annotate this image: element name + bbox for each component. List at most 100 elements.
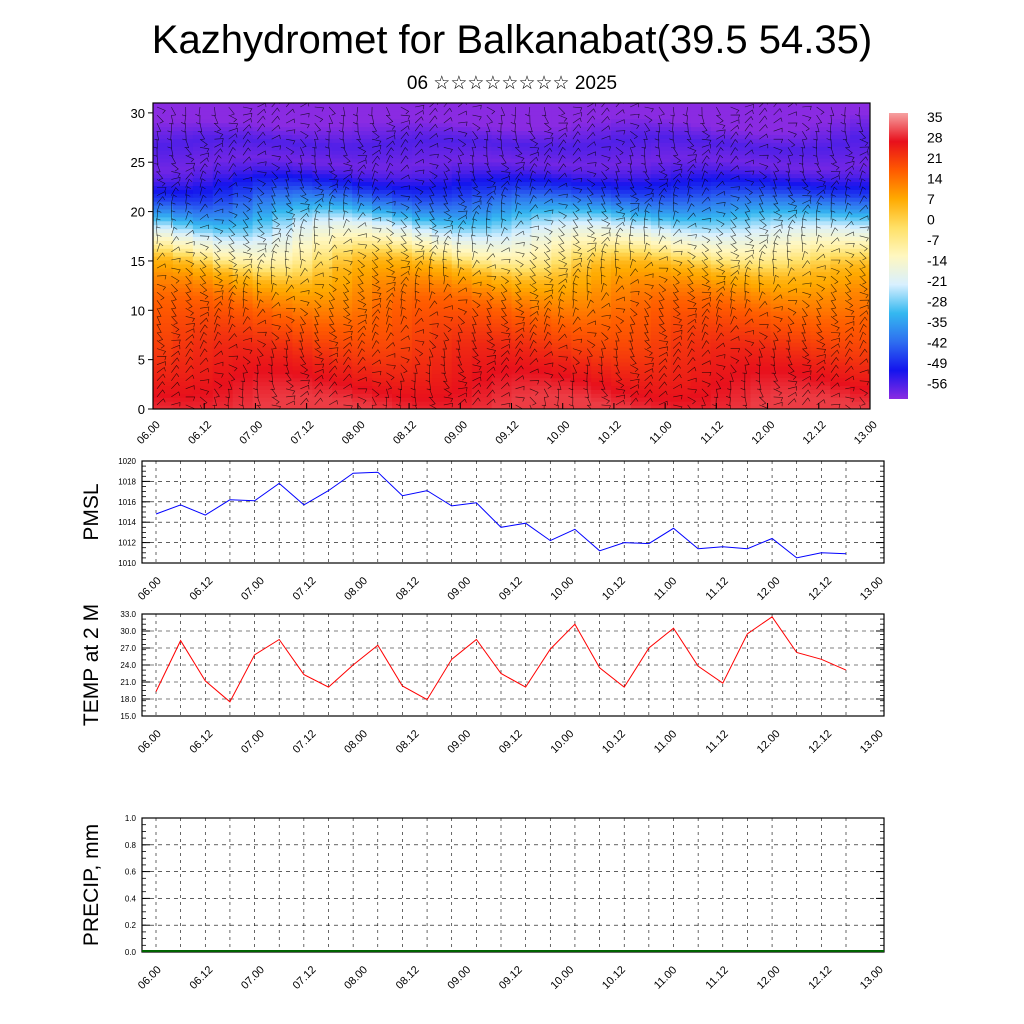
heat-cell — [591, 267, 612, 273]
heat-cell — [192, 212, 214, 218]
heat-cell — [272, 369, 294, 375]
wind-barb — [759, 234, 769, 239]
wind-barb — [586, 195, 593, 205]
wind-barb — [558, 307, 564, 317]
heat-cell — [730, 177, 752, 183]
wind-barb — [544, 219, 554, 225]
heat-cell — [770, 389, 791, 394]
heat-cell — [431, 369, 453, 375]
wind-barb — [185, 219, 194, 228]
heat-cell — [411, 330, 433, 336]
wind-barb — [199, 152, 210, 158]
wind-barb — [357, 155, 368, 160]
heat-cell — [670, 224, 692, 230]
wind-barb — [673, 239, 683, 245]
heat-cell — [810, 263, 831, 269]
wind-barb — [356, 131, 361, 141]
wind-barb — [687, 291, 696, 301]
wind-barb — [326, 123, 331, 133]
heat-cell — [411, 201, 433, 206]
wind-barb — [830, 324, 840, 331]
heat-cell — [192, 165, 214, 171]
wind-barb — [214, 138, 224, 143]
wind-barb — [716, 219, 725, 228]
heat-cell — [810, 385, 831, 390]
heat-cell — [272, 303, 294, 308]
heat-cell — [192, 122, 214, 128]
heat-cell — [431, 126, 453, 132]
heat-cell — [750, 259, 772, 265]
heat-cell — [491, 165, 513, 171]
heat-cell — [670, 326, 692, 332]
wind-barb — [300, 278, 310, 285]
heat-cell — [252, 240, 274, 245]
heat-cell — [591, 106, 612, 112]
heat-cell — [332, 377, 353, 383]
wind-barb — [515, 210, 523, 220]
heat-cell — [690, 389, 712, 394]
wind-barb — [257, 348, 264, 358]
wind-barb — [343, 238, 353, 245]
wind-barb — [759, 282, 764, 293]
heat-cell — [750, 342, 772, 347]
heat-cell — [372, 165, 393, 171]
wind-barb — [199, 213, 209, 220]
heat-cell — [690, 267, 712, 273]
heat-cell — [670, 346, 692, 351]
wind-barb — [371, 122, 377, 132]
heat-cell — [212, 401, 234, 406]
heat-cell — [670, 138, 692, 143]
heat-cell — [232, 201, 254, 206]
heat-cell — [192, 236, 214, 241]
heat-cell — [153, 114, 174, 120]
heat-cell — [392, 279, 413, 285]
wind-barb — [443, 103, 452, 108]
wind-barb — [630, 390, 639, 398]
heat-cell — [770, 189, 791, 194]
heat-cell — [192, 377, 214, 383]
heat-cell — [252, 208, 274, 214]
wind-barb — [744, 115, 754, 124]
wind-barb — [195, 115, 201, 125]
heat-cell — [471, 303, 493, 308]
heat-cell — [272, 114, 294, 120]
heat-cell — [830, 142, 851, 147]
heat-cell — [830, 103, 851, 108]
heat-cell — [332, 385, 353, 390]
heat-cell — [650, 138, 672, 143]
heat-cell — [730, 314, 752, 320]
wind-barb — [486, 106, 496, 115]
heat-cell — [312, 236, 333, 241]
heat-cell — [531, 138, 552, 143]
heat-cell — [252, 334, 274, 339]
heat-cell — [153, 161, 174, 167]
heat-cell — [392, 130, 413, 135]
wind-barb — [515, 348, 523, 357]
heat-cell — [551, 248, 572, 253]
heat-cell — [352, 365, 373, 371]
heat-cell — [750, 318, 772, 324]
heat-cell — [431, 377, 453, 383]
wind-barb — [716, 122, 726, 129]
wind-barb — [515, 365, 524, 373]
heat-cell — [790, 122, 811, 128]
heat-cell — [451, 189, 473, 194]
heat-cell — [252, 146, 274, 151]
heat-cell — [650, 134, 672, 139]
wind-barb — [515, 259, 524, 268]
wind-barb — [271, 282, 277, 293]
heat-cell — [770, 248, 791, 253]
wind-barb — [457, 219, 466, 228]
heat-cell — [591, 146, 612, 151]
heat-cell — [252, 216, 274, 222]
heat-cell — [631, 303, 652, 308]
heat-cell — [710, 146, 732, 151]
wind-barb — [228, 227, 236, 237]
heat-cell — [312, 122, 333, 128]
wind-barb — [371, 195, 381, 204]
wind-barb — [156, 300, 163, 309]
wind-barb — [529, 339, 537, 349]
wind-barb — [515, 356, 524, 365]
wind-barb — [300, 308, 309, 317]
heat-cell — [431, 165, 453, 171]
